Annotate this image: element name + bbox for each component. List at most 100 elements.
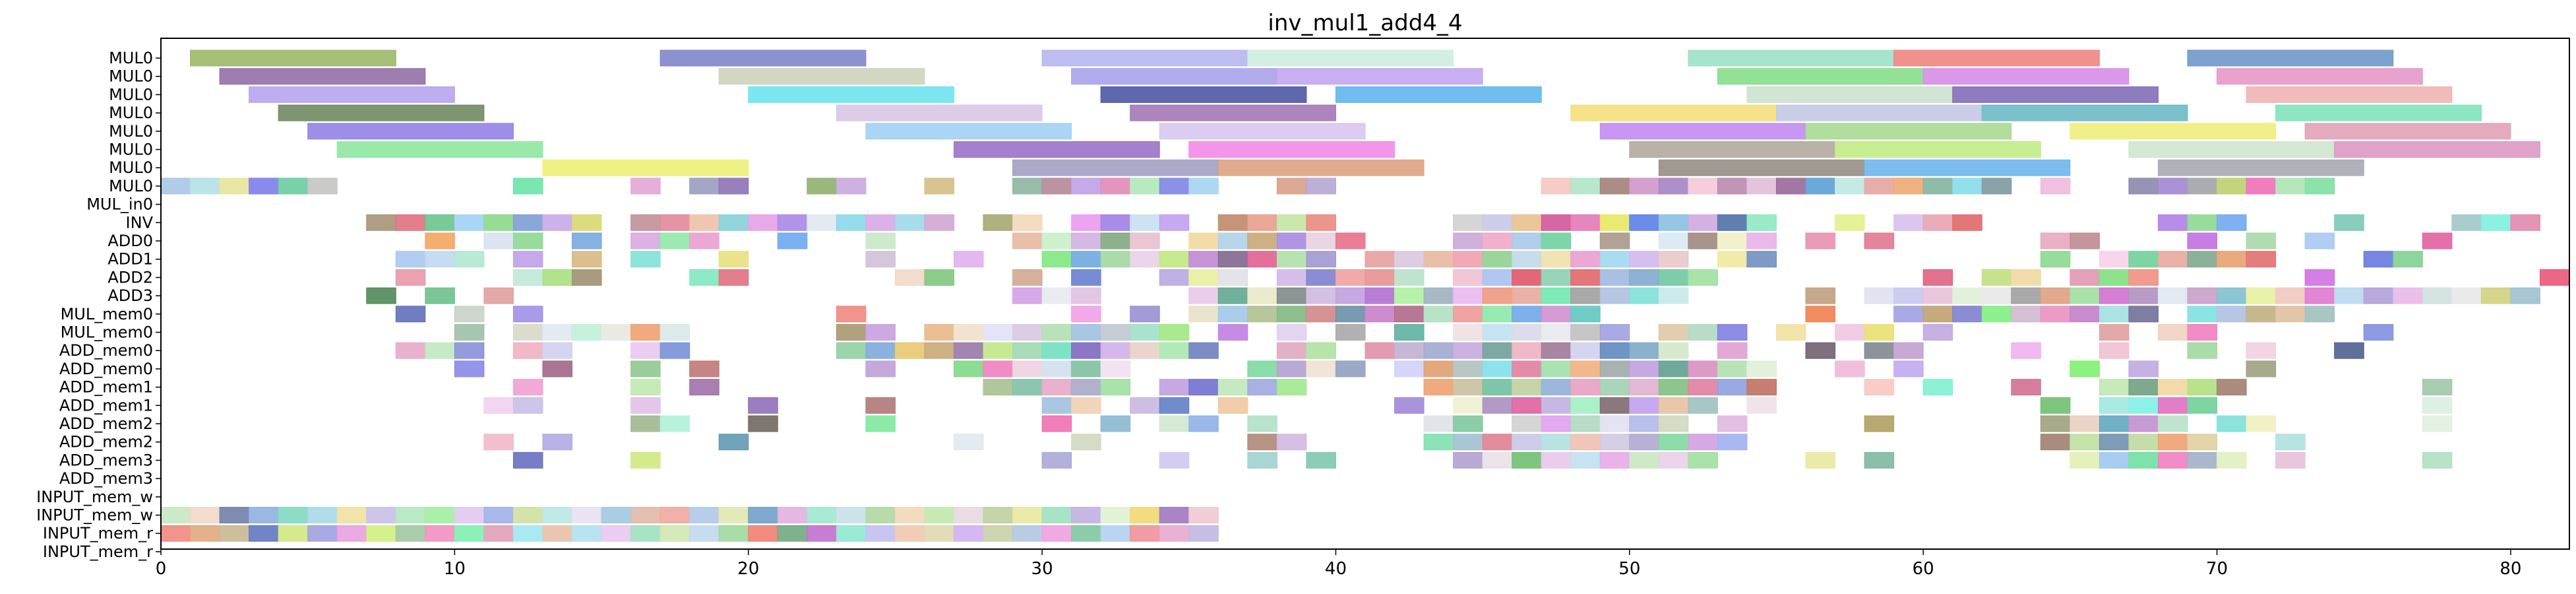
- task-bar: [983, 525, 1014, 542]
- task-bar: [983, 379, 1014, 396]
- task-bar: [454, 324, 485, 341]
- task-bar: [1217, 269, 1248, 286]
- task-bar: [425, 342, 455, 359]
- task-bar: [190, 507, 220, 523]
- task-bar: [2539, 269, 2570, 286]
- task-bar: [1012, 324, 1043, 341]
- task-bar: [395, 525, 426, 542]
- task-bar: [1423, 360, 1454, 378]
- task-bar: [1423, 287, 1454, 304]
- task-bar: [483, 507, 514, 523]
- task-bar: [1776, 324, 1806, 341]
- task-bar: [1629, 379, 1659, 396]
- task-bar: [1071, 306, 1101, 323]
- task-bar: [2187, 251, 2218, 268]
- task-bar: [630, 415, 661, 432]
- task-bar: [1570, 397, 1601, 414]
- task-bar: [924, 525, 954, 542]
- task-bar: [2011, 379, 2041, 396]
- task-bar: [601, 324, 632, 341]
- task-bar: [307, 507, 338, 523]
- task-bar: [953, 360, 984, 378]
- task-bar: [1217, 379, 1248, 396]
- task-bar: [2422, 287, 2453, 304]
- task-bar: [512, 306, 543, 323]
- task-bar: [1658, 232, 1689, 249]
- task-bar: [630, 342, 661, 359]
- task-bar: [1835, 178, 1865, 195]
- task-bar: [1482, 232, 1513, 249]
- task-bar: [1276, 360, 1307, 378]
- task-bar: [1512, 251, 1542, 268]
- task-bar: [1746, 379, 1777, 396]
- task-bar: [425, 507, 455, 523]
- task-bar: [483, 287, 514, 304]
- task-bar: [1012, 269, 1043, 286]
- task-bar: [1247, 360, 1277, 378]
- task-bar: [1482, 269, 1513, 286]
- task-bar: [2128, 306, 2159, 323]
- task-bar: [1922, 324, 1953, 341]
- task-bar: [512, 269, 543, 286]
- task-bar: [1922, 379, 1953, 396]
- task-bar: [1570, 269, 1601, 286]
- task-bar: [2099, 415, 2130, 432]
- task-bar: [1100, 525, 1131, 542]
- task-bar: [2128, 434, 2159, 451]
- task-bar: [630, 525, 661, 542]
- task-bar: [1835, 324, 1865, 341]
- task-bar: [865, 324, 896, 341]
- task-bar: [2422, 379, 2453, 396]
- task-bar: [1159, 342, 1190, 359]
- task-bar: [2040, 434, 2071, 451]
- task-bar: [2334, 141, 2540, 158]
- task-bar: [2246, 178, 2277, 195]
- task-bar: [718, 68, 925, 85]
- y-tick-label: ADD0: [107, 232, 153, 250]
- task-bar: [1688, 324, 1718, 341]
- task-bar: [2304, 178, 2335, 195]
- y-tick-label: ADD_mem1: [59, 396, 153, 414]
- task-bar: [512, 379, 543, 396]
- task-bar: [1012, 342, 1043, 359]
- task-bar: [1188, 269, 1219, 286]
- task-bar: [395, 269, 426, 286]
- task-bar: [542, 159, 749, 176]
- task-bar: [1423, 379, 1454, 396]
- task-bar: [659, 342, 690, 359]
- task-bar: [836, 214, 867, 231]
- task-bar: [1512, 379, 1542, 396]
- task-bar: [1599, 214, 1630, 231]
- task-bar: [1394, 324, 1425, 341]
- task-bar: [425, 287, 455, 304]
- task-bar: [1041, 50, 1248, 67]
- task-bar: [1893, 342, 1924, 359]
- y-tick-label: MUL0: [109, 49, 153, 67]
- task-bar: [1041, 342, 1072, 359]
- task-bar: [1159, 397, 1190, 414]
- task-bar: [1423, 434, 1454, 451]
- task-bar: [160, 525, 191, 542]
- task-bar: [219, 525, 250, 542]
- task-bar: [542, 360, 573, 378]
- task-bar: [659, 507, 690, 523]
- task-bar: [1041, 287, 1072, 304]
- x-tick-label: 0: [156, 559, 167, 579]
- task-bar: [2480, 214, 2511, 231]
- task-bar: [1012, 360, 1043, 378]
- task-bar: [2334, 287, 2364, 304]
- task-bar: [1188, 379, 1219, 396]
- task-bar: [777, 507, 808, 523]
- task-bar: [1893, 178, 1924, 195]
- task-bar: [630, 324, 661, 341]
- task-bar: [454, 525, 485, 542]
- task-bar: [1188, 415, 1219, 432]
- task-bar: [1981, 178, 2012, 195]
- task-bar: [2070, 232, 2100, 249]
- y-tick-label: MUL0: [109, 85, 153, 104]
- task-bar: [1188, 306, 1219, 323]
- task-bar: [924, 214, 954, 231]
- y-tick-label: ADD_mem0: [59, 360, 153, 378]
- task-bar: [512, 232, 543, 249]
- task-bar: [1159, 324, 1190, 341]
